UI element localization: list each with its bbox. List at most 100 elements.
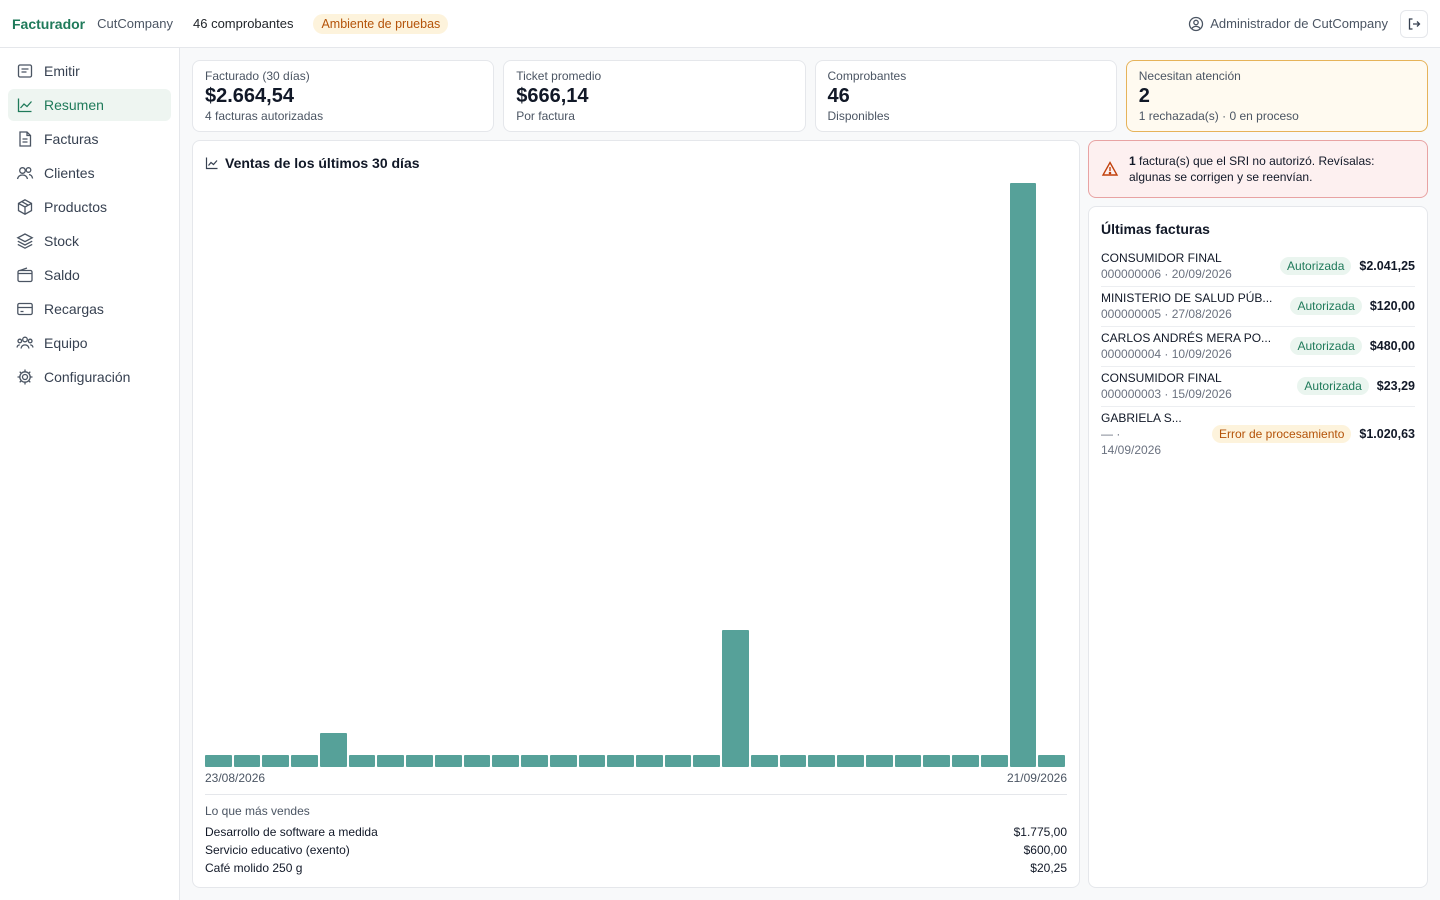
top-product-row: Café molido 250 g $20,25	[205, 859, 1067, 877]
chart-bar[interactable]	[1038, 755, 1065, 767]
sidebar-item-label: Recargas	[44, 301, 104, 317]
sidebar-item-facturas[interactable]: Facturas	[8, 123, 171, 155]
top-product-name: Desarrollo de software a medida	[205, 825, 378, 839]
chart-bar[interactable]	[750, 755, 778, 767]
stat-label: Necesitan atención	[1138, 69, 1241, 83]
stat-sub: Disponibles	[827, 109, 890, 123]
user-menu[interactable]: Administrador de CutCompany	[1188, 16, 1388, 32]
chart-bar[interactable]	[348, 755, 376, 767]
sidebar-item-productos[interactable]: Productos	[8, 191, 171, 223]
sidebar: Emitir Resumen Facturas Clientes Product…	[0, 48, 180, 900]
chart-bar[interactable]	[233, 755, 261, 767]
chart-bar[interactable]	[549, 755, 577, 767]
invoice-row[interactable]: CONSUMIDOR FINAL 000000006 · 20/09/2026 …	[1101, 247, 1415, 287]
chart-bar[interactable]	[923, 755, 951, 767]
chart-bar[interactable]	[865, 755, 893, 767]
invoice-meta: 000000003 · 15/09/2026	[1101, 387, 1232, 401]
invoice-row[interactable]: CONSUMIDOR FINAL 000000003 · 15/09/2026 …	[1101, 367, 1415, 407]
sidebar-item-label: Equipo	[44, 335, 88, 351]
invoice-row[interactable]: CARLOS ANDRÉS MERA PO... 000000004 · 10/…	[1101, 327, 1415, 367]
logout-button[interactable]	[1400, 9, 1428, 38]
top-product-row: Desarrollo de software a medida $1.775,0…	[205, 823, 1067, 841]
chart-bar[interactable]	[837, 755, 864, 767]
top-product-amount: $1.775,00	[1013, 825, 1067, 839]
chart-date-start: 23/08/2026	[205, 771, 266, 785]
rejected-alert[interactable]: 1 factura(s) que el SRI no autorizó. Rev…	[1088, 140, 1428, 198]
chart-bar[interactable]	[952, 755, 979, 767]
chart-bar[interactable]	[377, 755, 405, 767]
chart-bar[interactable]	[607, 755, 634, 767]
chart-bar[interactable]	[1009, 183, 1037, 767]
chart-bar[interactable]	[578, 755, 606, 767]
chart-bar[interactable]	[808, 755, 836, 767]
alert-text: 1 factura(s) que el SRI no autorizó. Rev…	[1129, 153, 1415, 185]
stat-card-attention[interactable]: Necesitan atención 2 1 rechazada(s) · 0 …	[1125, 60, 1428, 132]
layers-icon	[16, 233, 34, 249]
chart-bar[interactable]	[521, 755, 548, 767]
alert-count: 1	[1129, 154, 1136, 168]
sidebar-item-label: Stock	[44, 233, 80, 249]
top-product-amount: $600,00	[1023, 843, 1067, 857]
stat-value: 2	[1138, 85, 1150, 107]
top-products-title: Lo que más vendes	[205, 804, 310, 818]
sidebar-item-emitir[interactable]: Emitir	[8, 55, 171, 87]
sidebar-item-saldo[interactable]: Saldo	[8, 259, 171, 291]
stat-label: Facturado (30 días)	[205, 69, 310, 83]
invoice-amount: $23,29	[1376, 379, 1415, 393]
stat-value: 46	[827, 85, 850, 107]
sidebar-item-label: Configuración	[44, 369, 131, 385]
chart-bar[interactable]	[434, 755, 462, 767]
invoice-info: CARLOS ANDRÉS MERA PO... 000000004 · 10/…	[1101, 330, 1282, 362]
sidebar-item-label: Productos	[44, 199, 108, 215]
sidebar-item-clientes[interactable]: Clientes	[8, 157, 171, 189]
top-products-list: Desarrollo de software a medida $1.775,0…	[205, 823, 1067, 877]
chart-bar[interactable]	[664, 755, 692, 767]
content-row: Ventas de los últimos 30 días 23/08/2026…	[192, 140, 1428, 888]
divider	[205, 794, 1067, 795]
top-product-name: Café molido 250 g	[205, 861, 303, 875]
sidebar-item-equipo[interactable]: Equipo	[8, 327, 171, 359]
chart-bar[interactable]	[779, 755, 807, 767]
chart-bar[interactable]	[636, 755, 663, 767]
latest-invoices-card: Últimas facturas CONSUMIDOR FINAL 000000…	[1088, 206, 1428, 888]
invoice-customer: MINISTERIO DE SALUD PÚB...	[1101, 291, 1273, 305]
stat-card-billed: Facturado (30 días) $2.664,54 4 facturas…	[192, 60, 495, 132]
chart-bar[interactable]	[894, 755, 922, 767]
chart-line-icon	[17, 98, 32, 113]
chart-bar[interactable]	[980, 755, 1008, 767]
invoice-row[interactable]: MINISTERIO DE SALUD PÚB... 000000005 · 2…	[1101, 287, 1415, 327]
chart-bar[interactable]	[693, 755, 721, 767]
chart-bar[interactable]	[722, 629, 749, 767]
chart-date-end: 21/09/2026	[1006, 771, 1067, 785]
stat-sub: Por factura	[516, 109, 575, 123]
credit-card-icon	[17, 302, 33, 316]
chart-bar[interactable]	[205, 755, 232, 767]
package-icon	[17, 199, 33, 215]
brand-logo[interactable]: Facturador	[12, 15, 86, 32]
invoice-info: MINISTERIO DE SALUD PÚB... 000000005 · 2…	[1101, 290, 1282, 322]
sidebar-item-configuracion[interactable]: Configuración	[8, 361, 171, 393]
invoice-amount: $2.041,25	[1359, 259, 1415, 273]
sales-bar-chart	[205, 181, 1067, 767]
status-badge: Autorizada	[1297, 377, 1369, 395]
chart-bar[interactable]	[463, 755, 491, 767]
chart-bar[interactable]	[262, 755, 290, 767]
receipt-icon	[17, 64, 33, 78]
sidebar-item-label: Saldo	[44, 267, 80, 283]
sidebar-item-stock[interactable]: Stock	[8, 225, 171, 257]
status-badge: Error de procesamiento	[1212, 425, 1352, 443]
sidebar-item-resumen[interactable]: Resumen	[8, 89, 171, 121]
stat-sub: 1 rechazada(s) · 0 en proceso	[1138, 109, 1299, 123]
invoice-amount: $120,00	[1369, 299, 1415, 313]
chart-bar[interactable]	[406, 755, 433, 767]
invoice-amount: $1.020,63	[1359, 427, 1415, 441]
stat-value: $2.664,54	[205, 85, 294, 107]
vouchers-count: 46 comprobantes	[193, 16, 294, 31]
invoice-row[interactable]: GABRIELA S... — · 14/09/2026 Error de pr…	[1101, 407, 1415, 462]
sidebar-item-recargas[interactable]: Recargas	[8, 293, 171, 325]
latest-invoices-title: Últimas facturas	[1101, 221, 1210, 237]
file-icon	[19, 131, 32, 147]
chart-bar[interactable]	[319, 732, 347, 767]
chart-bar[interactable]	[492, 755, 520, 767]
chart-bar[interactable]	[291, 755, 318, 767]
